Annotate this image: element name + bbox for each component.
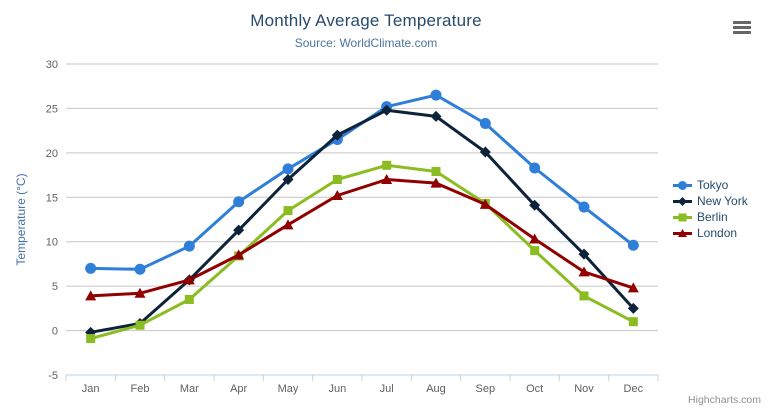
data-point-london[interactable] — [282, 219, 294, 230]
legend-symbol — [678, 213, 687, 221]
chart-title: Monthly Average Temperature — [250, 11, 482, 30]
series-london — [85, 174, 639, 301]
y-axis-title: Temperature (°C) — [14, 173, 28, 265]
x-axis-tick-label: Jan — [82, 383, 100, 395]
data-point-tokyo[interactable] — [479, 118, 491, 130]
data-point-berlin[interactable] — [332, 175, 342, 185]
y-axis-tick-label: 15 — [46, 192, 58, 204]
data-point-new-york[interactable] — [233, 224, 245, 236]
data-point-tokyo[interactable] — [183, 240, 195, 252]
legend-marker-tokyo-icon — [673, 180, 692, 190]
y-axis-tick-label: 30 — [46, 59, 58, 71]
data-point-tokyo[interactable] — [85, 262, 97, 274]
data-point-berlin[interactable] — [283, 206, 293, 216]
legend-marker-london-icon — [673, 228, 692, 237]
legend-label: London — [697, 226, 738, 240]
legend-label: Tokyo — [697, 178, 729, 192]
data-point-new-york[interactable] — [479, 146, 491, 158]
hamburger-menu-icon[interactable] — [731, 19, 753, 37]
x-axis-tick-label: May — [278, 383, 299, 395]
legend-item-new-york[interactable]: New York — [672, 193, 748, 209]
data-point-tokyo[interactable] — [282, 163, 294, 175]
series-line-new-york[interactable] — [89, 108, 635, 334]
legend-item-london[interactable]: London — [672, 225, 748, 241]
data-point-london[interactable] — [233, 249, 245, 260]
chart-subtitle: Source: WorldClimate.com — [294, 36, 438, 50]
data-point-london[interactable] — [134, 287, 146, 298]
data-point-tokyo[interactable] — [430, 89, 442, 101]
legend: Tokyo New York Berlin London — [672, 177, 748, 241]
data-point-london[interactable] — [529, 233, 541, 244]
x-axis-tick-label: Dec — [624, 383, 644, 395]
legend-label: New York — [697, 194, 748, 208]
x-axis-tick-label: Oct — [526, 383, 543, 395]
data-point-london[interactable] — [183, 274, 195, 285]
data-point-tokyo[interactable] — [627, 239, 639, 251]
hamburger-bar — [733, 26, 751, 29]
data-point-new-york[interactable] — [430, 110, 442, 122]
data-point-london[interactable] — [331, 190, 343, 201]
x-axis-tick-label: Mar — [180, 383, 199, 395]
y-axis-tick-label: 20 — [46, 148, 58, 160]
data-point-new-york[interactable] — [282, 174, 294, 186]
data-point-berlin[interactable] — [530, 246, 540, 256]
x-axis-tick-label: Apr — [230, 383, 247, 395]
data-point-berlin[interactable] — [579, 291, 589, 301]
data-point-berlin[interactable] — [86, 334, 96, 344]
legend-marker-berlin-icon — [673, 213, 692, 221]
x-axis-tick-label: Jun — [328, 383, 346, 395]
x-axis-tick-label: Aug — [426, 383, 446, 395]
x-axis-tick-label: Nov — [574, 383, 594, 395]
y-axis-tick-label: 25 — [46, 103, 58, 115]
data-point-tokyo[interactable] — [134, 263, 146, 275]
series-new-york — [85, 104, 639, 338]
data-point-tokyo[interactable] — [578, 201, 590, 213]
data-point-berlin[interactable] — [184, 294, 194, 304]
data-point-berlin[interactable] — [135, 320, 145, 330]
data-point-new-york[interactable] — [331, 129, 343, 141]
data-point-new-york[interactable] — [381, 104, 393, 116]
data-point-berlin[interactable] — [382, 160, 392, 170]
series-line-london[interactable] — [89, 178, 635, 298]
credits-link[interactable]: Highcharts.com — [688, 394, 761, 406]
hamburger-bar — [733, 21, 751, 24]
x-axis-tick-label: Sep — [476, 383, 496, 395]
data-point-london[interactable] — [578, 266, 590, 277]
x-axis-tick-label: Jul — [380, 383, 394, 395]
legend-item-berlin[interactable]: Berlin — [672, 209, 748, 225]
legend-symbol — [678, 228, 687, 237]
x-axis-tick-label: Feb — [131, 383, 150, 395]
data-point-tokyo[interactable] — [529, 162, 541, 174]
legend-symbol — [678, 180, 687, 190]
series-line-berlin[interactable] — [89, 163, 635, 341]
data-point-berlin[interactable] — [628, 317, 638, 327]
data-point-berlin[interactable] — [431, 167, 441, 177]
legend-marker-new-york-icon — [673, 196, 692, 206]
legend-item-tokyo[interactable]: Tokyo — [672, 177, 748, 193]
legend-label: Berlin — [697, 210, 728, 224]
data-point-london[interactable] — [627, 282, 639, 293]
data-point-london[interactable] — [85, 290, 97, 301]
y-axis-tick-label: -5 — [48, 370, 58, 382]
data-point-tokyo[interactable] — [233, 196, 245, 208]
hamburger-bar — [733, 31, 751, 34]
data-point-new-york[interactable] — [627, 302, 639, 314]
data-point-new-york[interactable] — [529, 199, 541, 211]
y-axis-tick-label: 10 — [46, 237, 58, 249]
data-point-london[interactable] — [430, 177, 442, 188]
y-axis-tick-label: 5 — [52, 281, 58, 293]
series-tokyo — [85, 89, 639, 275]
legend-symbol — [678, 196, 687, 206]
y-axis-tick-label: 0 — [52, 326, 58, 338]
data-point-london[interactable] — [381, 174, 393, 185]
data-point-london[interactable] — [479, 198, 491, 209]
data-point-new-york[interactable] — [578, 248, 590, 260]
